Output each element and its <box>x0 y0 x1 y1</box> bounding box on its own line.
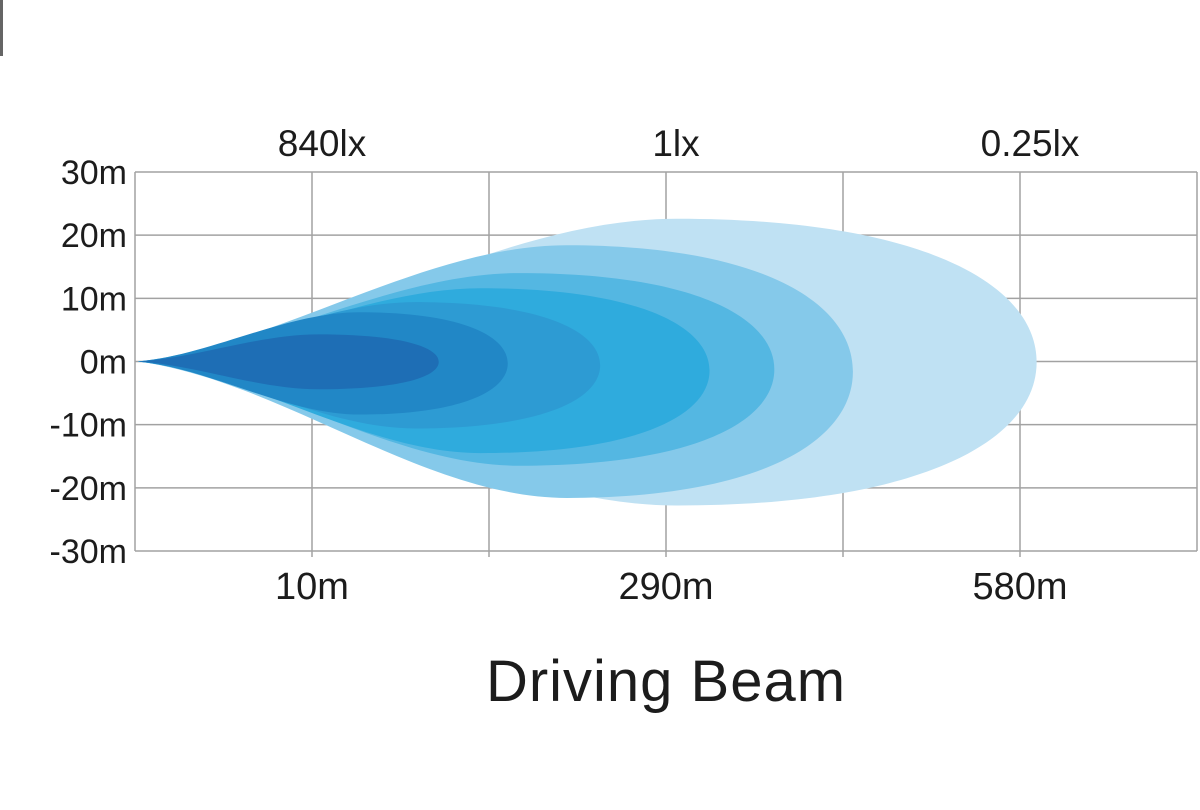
y-axis-label: 30m <box>61 154 127 192</box>
y-axis-label: 10m <box>61 280 127 318</box>
y-axis-label: 20m <box>61 217 127 255</box>
chart-title: Driving Beam <box>485 649 847 714</box>
axis-labels: 30m 20m 10m 0m -10m -20m -30m 10m 290m 580m 840lx 1… <box>50 123 1080 608</box>
lux-axis-label: 1lx <box>652 123 700 164</box>
beam-contour-1-innermost <box>138 334 439 390</box>
y-axis-label: -30m <box>50 533 127 571</box>
x-axis-label: 10m <box>275 566 349 608</box>
y-axis-label: -10m <box>50 407 127 445</box>
lux-axis-label: 840lx <box>278 123 367 164</box>
scan-edge-artifact <box>0 0 3 56</box>
x-axis-label: 290m <box>618 566 713 608</box>
x-axis-label: 580m <box>972 566 1067 608</box>
y-axis-label: 0m <box>80 344 127 382</box>
lux-axis-label: 0.25lx <box>981 123 1080 164</box>
y-axis-label: -20m <box>50 470 127 508</box>
beam-contours <box>138 218 1037 506</box>
